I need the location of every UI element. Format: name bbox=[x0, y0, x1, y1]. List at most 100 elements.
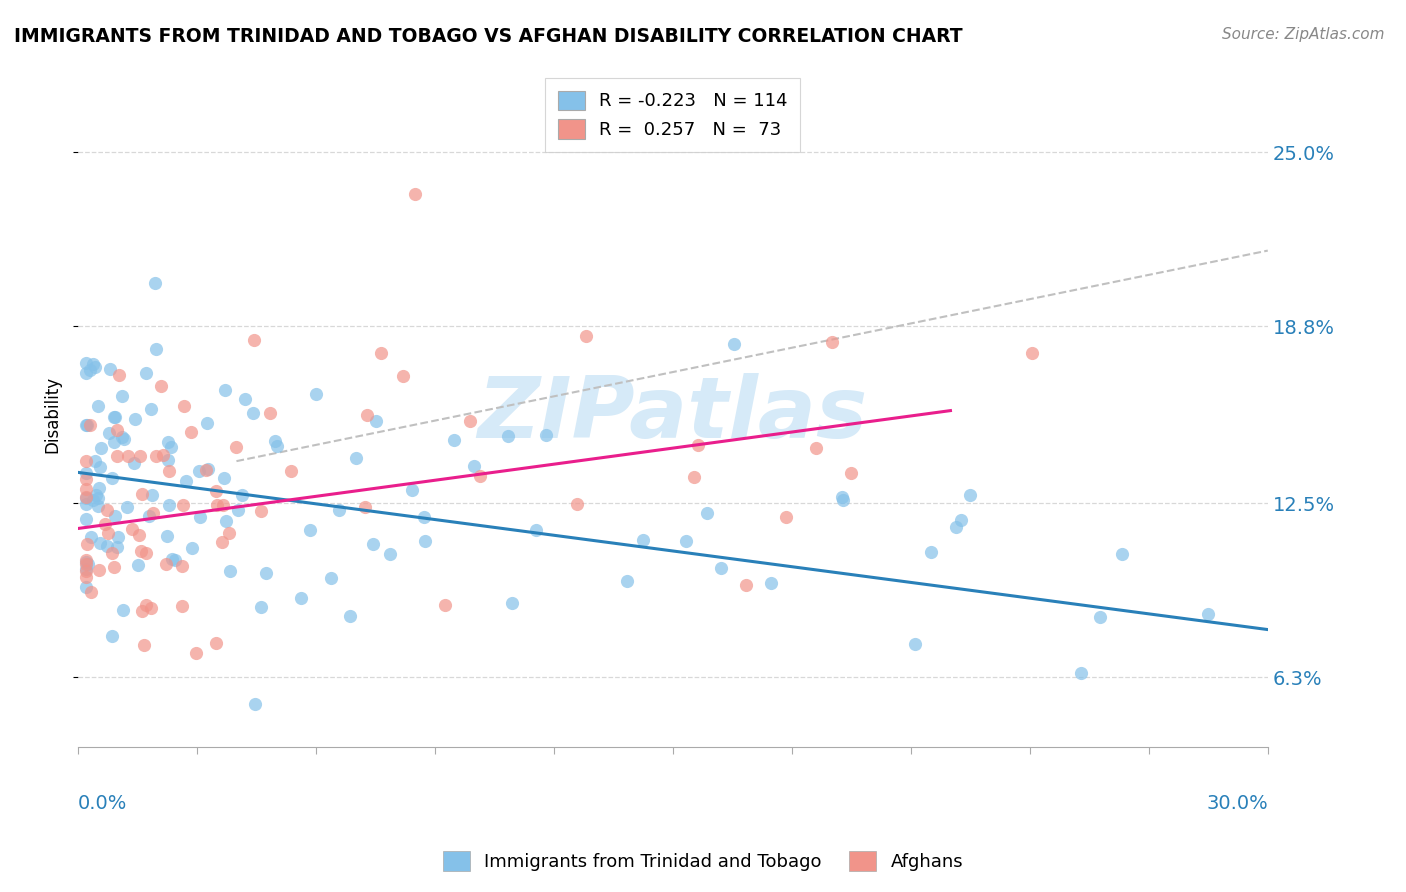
Point bbox=[759, 575, 782, 590]
Point bbox=[170, 599, 193, 613]
Point bbox=[135, 546, 157, 560]
Point bbox=[90, 442, 112, 456]
Point bbox=[319, 571, 342, 585]
Point bbox=[180, 425, 202, 439]
Point bbox=[173, 399, 195, 413]
Point bbox=[79, 417, 101, 432]
Point bbox=[145, 342, 167, 356]
Point bbox=[110, 430, 132, 444]
Point bbox=[1021, 346, 1043, 360]
Point bbox=[215, 514, 238, 528]
Point bbox=[723, 337, 745, 351]
Point bbox=[696, 506, 718, 520]
Point bbox=[195, 416, 218, 430]
Point bbox=[117, 450, 139, 464]
Text: 0.0%: 0.0% bbox=[77, 794, 127, 813]
Point bbox=[75, 482, 97, 496]
Point bbox=[75, 564, 97, 578]
Point bbox=[212, 471, 235, 485]
Point bbox=[821, 335, 844, 350]
Point bbox=[124, 412, 146, 426]
Point bbox=[211, 498, 233, 512]
Point bbox=[103, 559, 125, 574]
Point bbox=[75, 580, 97, 594]
Point bbox=[458, 415, 481, 429]
Point bbox=[159, 440, 181, 454]
Point bbox=[75, 557, 97, 571]
Point bbox=[391, 368, 413, 383]
Point bbox=[259, 406, 281, 420]
Point bbox=[160, 552, 183, 566]
Point bbox=[103, 409, 125, 424]
Point bbox=[75, 454, 97, 468]
Point bbox=[219, 564, 242, 578]
Point bbox=[86, 488, 108, 502]
Point bbox=[135, 366, 157, 380]
Point bbox=[157, 464, 180, 478]
Text: IMMIGRANTS FROM TRINIDAD AND TOBAGO VS AFGHAN DISABILITY CORRELATION CHART: IMMIGRANTS FROM TRINIDAD AND TOBAGO VS A… bbox=[14, 27, 963, 45]
Point bbox=[87, 563, 110, 577]
Point bbox=[181, 541, 204, 556]
Point bbox=[344, 451, 367, 466]
Point bbox=[339, 609, 361, 624]
Y-axis label: Disability: Disability bbox=[44, 376, 60, 453]
Point bbox=[105, 450, 128, 464]
Point bbox=[353, 500, 375, 514]
Point bbox=[101, 471, 124, 485]
Point bbox=[401, 483, 423, 497]
Point bbox=[122, 456, 145, 470]
Point bbox=[378, 547, 401, 561]
Point bbox=[735, 578, 758, 592]
Point bbox=[170, 558, 193, 573]
Point bbox=[231, 487, 253, 501]
Point bbox=[228, 502, 250, 516]
Point bbox=[108, 368, 131, 382]
Point bbox=[82, 492, 104, 507]
Point bbox=[188, 464, 211, 478]
Legend: Immigrants from Trinidad and Tobago, Afghans: Immigrants from Trinidad and Tobago, Afg… bbox=[436, 844, 970, 879]
Point bbox=[112, 603, 135, 617]
Text: ZIPatlas: ZIPatlas bbox=[478, 374, 868, 457]
Point bbox=[80, 585, 103, 599]
Point bbox=[463, 459, 485, 474]
Point bbox=[404, 187, 426, 202]
Point bbox=[1111, 548, 1133, 562]
Point bbox=[157, 435, 180, 450]
Point bbox=[443, 433, 465, 447]
Point bbox=[468, 468, 491, 483]
Point bbox=[688, 438, 710, 452]
Text: 30.0%: 30.0% bbox=[1206, 794, 1268, 813]
Point bbox=[211, 534, 233, 549]
Point bbox=[76, 417, 98, 432]
Point bbox=[205, 636, 228, 650]
Point bbox=[101, 545, 124, 559]
Point bbox=[775, 509, 797, 524]
Point bbox=[413, 534, 436, 549]
Point bbox=[501, 596, 523, 610]
Point bbox=[152, 449, 174, 463]
Point bbox=[94, 516, 117, 531]
Point bbox=[75, 562, 97, 576]
Point bbox=[959, 488, 981, 502]
Point bbox=[75, 570, 97, 584]
Point bbox=[806, 441, 828, 455]
Point bbox=[121, 522, 143, 536]
Point bbox=[172, 499, 194, 513]
Point bbox=[100, 362, 122, 376]
Point bbox=[131, 487, 153, 501]
Point bbox=[111, 389, 134, 403]
Point bbox=[904, 637, 927, 651]
Point bbox=[83, 454, 105, 468]
Point bbox=[243, 698, 266, 712]
Point bbox=[157, 452, 180, 467]
Point bbox=[89, 460, 111, 475]
Point bbox=[1090, 610, 1112, 624]
Point bbox=[75, 491, 97, 505]
Point bbox=[298, 523, 321, 537]
Point bbox=[131, 604, 153, 618]
Point bbox=[75, 356, 97, 370]
Point bbox=[139, 402, 162, 417]
Point bbox=[496, 428, 519, 442]
Point bbox=[127, 558, 149, 572]
Point bbox=[128, 527, 150, 541]
